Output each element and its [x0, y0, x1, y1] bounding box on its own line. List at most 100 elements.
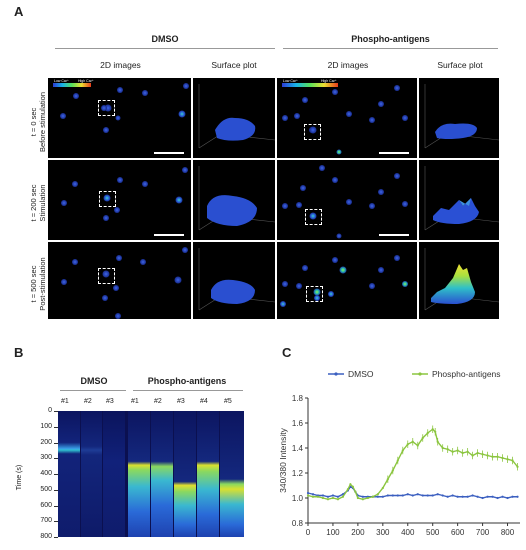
x-tick-label: 800	[501, 528, 515, 537]
data-point	[346, 488, 350, 491]
data-point	[506, 496, 509, 500]
data-point	[391, 494, 394, 497]
surface-plot-dmso-t500	[198, 248, 275, 311]
kymo-lane-label: #2	[154, 398, 162, 405]
image-dmso-t500-2d	[48, 242, 191, 319]
data-point	[486, 454, 489, 457]
x-tick-label: 500	[426, 528, 440, 537]
kymo-group-title-phospho: Phospho-antigens	[147, 376, 227, 386]
data-point	[326, 498, 330, 501]
group-title-phospho: Phospho-antigens	[351, 34, 430, 44]
data-point	[431, 428, 434, 431]
kymo-y-tick-label: 100	[40, 422, 52, 430]
kymo-lane-dmso-2	[81, 411, 102, 537]
group-underline-dmso	[55, 48, 275, 49]
kymo-y-tick	[54, 442, 58, 444]
colorbar	[53, 83, 91, 87]
kymo-lane-label: #4	[200, 398, 208, 405]
surface-dmso-t500	[193, 242, 275, 319]
data-point	[466, 450, 469, 453]
calcium-line-chart: 0.8 1.0 1.2 1.4 1.6 1.8 0 100 200 300 400 500 600 700…	[278, 369, 520, 537]
data-point	[386, 478, 389, 481]
y-tick-label: 1.4	[292, 444, 304, 453]
data-point	[446, 495, 449, 498]
y-axis-label: 340/380 Intensity	[278, 427, 288, 492]
data-point	[451, 450, 454, 453]
phospho-t0-cells	[282, 85, 408, 155]
data-point	[354, 490, 357, 493]
data-point	[401, 494, 404, 497]
data-point	[406, 493, 409, 496]
kymo-lane-phospho-5	[220, 411, 244, 537]
y-tick-label: 0.8	[292, 519, 304, 528]
kymo-y-tick-label: 700	[40, 517, 52, 525]
data-point	[486, 495, 489, 498]
row-label-t200-line1: t = 200 sec	[29, 184, 38, 222]
data-point	[381, 495, 384, 498]
data-point	[471, 454, 474, 457]
series-line-phospho-antigens	[307, 428, 519, 500]
phospho-t500-cells	[280, 255, 408, 307]
data-point	[496, 496, 499, 500]
row-label-t500-line2: Post-stimulation	[38, 257, 47, 311]
legend-label: DMSO	[348, 369, 374, 379]
kymo-lane-label: #1	[61, 398, 69, 405]
panel-c-label: C	[282, 345, 292, 360]
kymo-lane-phospho-3	[174, 411, 196, 537]
kymo-y-tick-label: 800	[40, 533, 52, 540]
y-tick-label: 1.8	[292, 394, 304, 403]
data-point	[466, 495, 469, 498]
data-point	[336, 495, 340, 498]
kymo-y-tick-label: 0	[48, 407, 52, 414]
data-point	[366, 496, 369, 500]
data-point	[436, 493, 439, 496]
row-label-t0: t = 0 sec Before stimulation	[29, 82, 47, 162]
scale-bar	[379, 234, 409, 236]
surface-phospho-t0	[419, 78, 499, 158]
data-point	[506, 458, 509, 461]
surface-plot-dmso-t0	[198, 84, 275, 149]
panel-a-label: A	[14, 4, 24, 19]
data-point	[349, 483, 352, 486]
row-label-t500: t = 500 sec Post-stimulation	[29, 244, 47, 324]
data-point	[386, 494, 389, 497]
data-point	[446, 448, 449, 451]
dmso-t200-cells	[61, 167, 188, 221]
data-point	[406, 443, 409, 446]
y-tick-label: 1.6	[292, 419, 304, 428]
data-point	[371, 495, 374, 498]
kymo-y-tick	[54, 489, 58, 491]
data-point	[501, 456, 504, 460]
kymo-y-tick	[54, 505, 58, 507]
subtitle-phospho-2d: 2D images	[327, 60, 369, 70]
kymo-y-tick	[54, 411, 58, 412]
kymograph-area	[58, 411, 244, 537]
data-point	[316, 495, 320, 498]
data-point	[361, 495, 364, 498]
data-point	[516, 465, 519, 468]
data-point	[511, 495, 514, 498]
data-point	[426, 494, 429, 497]
data-point	[376, 495, 379, 498]
panel-b-label: B	[14, 345, 24, 360]
image-phospho-t0-2d: Low Ca²⁺ High Ca²⁺	[277, 78, 417, 158]
surface-phospho-t200	[419, 160, 499, 240]
kymo-y-tick	[54, 474, 58, 475]
dmso-t500-cells	[61, 247, 188, 319]
colorbar-2	[282, 83, 338, 87]
kymo-y-tick-label: 300	[40, 454, 52, 462]
image-dmso-t200-2d	[48, 160, 191, 240]
row-label-t0-line1: t = 0 sec	[29, 107, 38, 137]
data-point	[411, 494, 414, 497]
data-point	[421, 436, 424, 440]
scale-bar	[154, 234, 184, 236]
data-point	[431, 494, 434, 497]
kymo-lane-dmso-3	[103, 411, 125, 537]
phospho-t200-cells	[282, 165, 408, 239]
x-tick-label: 100	[326, 528, 340, 537]
data-point	[341, 495, 345, 498]
kymo-lane-label: #3	[177, 398, 185, 405]
dmso-t0-cells	[60, 83, 189, 133]
data-point	[456, 449, 459, 452]
data-point	[471, 494, 474, 497]
